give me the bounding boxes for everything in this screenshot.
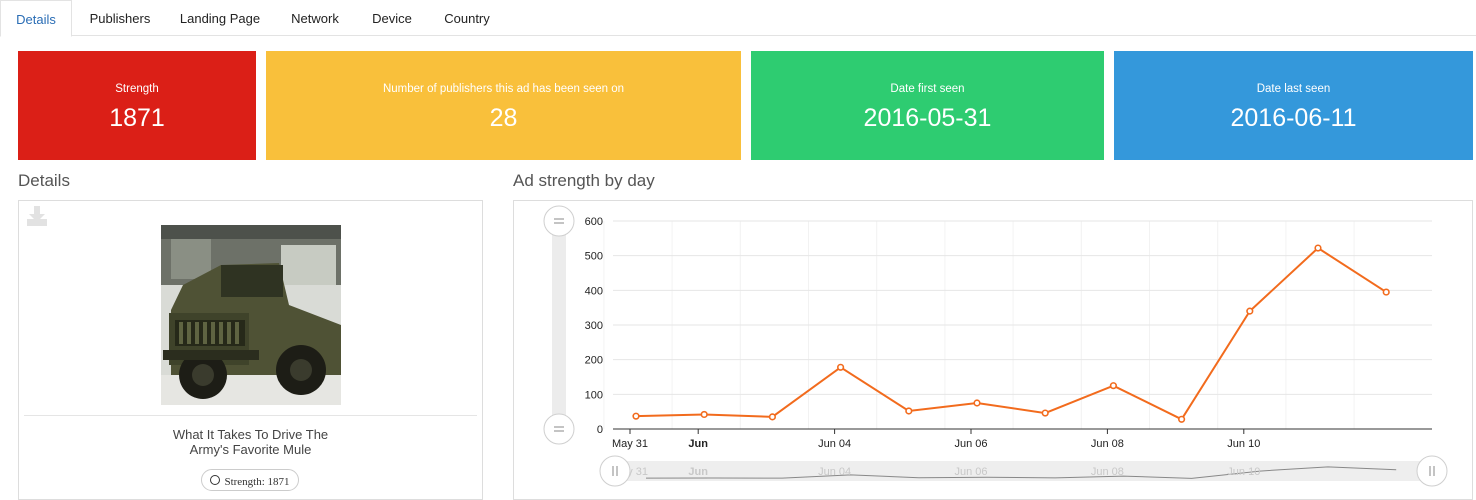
tab-bar: Details Publishers Landing Page Network … bbox=[0, 0, 1476, 37]
y-tick-label: 200 bbox=[585, 355, 603, 367]
details-section-title: Details bbox=[18, 171, 70, 190]
x-tick-label: Jun 06 bbox=[954, 438, 987, 450]
y-range-track bbox=[552, 221, 566, 431]
tab-landing-page[interactable]: Landing Page bbox=[179, 11, 261, 26]
data-point bbox=[1177, 415, 1186, 423]
strength-badge-text: Strength: 1871 bbox=[224, 476, 290, 488]
data-point bbox=[973, 399, 981, 407]
tab-publishers[interactable]: Publishers bbox=[89, 11, 151, 26]
strength-badge: Strength: 1871 bbox=[201, 469, 299, 491]
tab-device[interactable]: Device bbox=[372, 11, 412, 26]
navigator-handle[interactable] bbox=[599, 455, 631, 487]
y-range-handle bbox=[543, 205, 575, 237]
y-tick-label: 400 bbox=[585, 285, 603, 297]
tab-network[interactable]: Network bbox=[291, 11, 339, 26]
x-tick-label: Jun 10 bbox=[1227, 438, 1260, 450]
last-seen-label: Date last seen bbox=[1256, 83, 1331, 95]
ad-title[interactable]: What It Takes To Drive The Army's Favori… bbox=[19, 427, 482, 457]
data-point bbox=[632, 412, 640, 420]
chart-panel: 0 100 200 300 400 500 600 May 31 Jun Jun 04 Jun 06… bbox=[513, 200, 1473, 500]
series-line bbox=[635, 246, 1387, 421]
publishers-value: 28 bbox=[489, 104, 518, 132]
y-tick-label: 100 bbox=[585, 389, 603, 401]
clock-icon bbox=[210, 475, 221, 485]
first-seen-stat-box: Date first seen 2016-05-31 bbox=[751, 51, 1104, 160]
y-tick-label: 300 bbox=[585, 320, 603, 332]
strength-label: Strength bbox=[115, 83, 159, 95]
download-icon[interactable] bbox=[25, 204, 49, 228]
ad-title-line-2: Army's Favorite Mule bbox=[189, 442, 312, 457]
navigator-label: Jun 08 bbox=[1091, 466, 1124, 478]
y-tick-label: 600 bbox=[585, 216, 603, 228]
details-divider bbox=[24, 415, 477, 416]
strength-value: 1871 bbox=[109, 104, 165, 132]
data-point bbox=[1109, 382, 1118, 390]
data-point bbox=[1382, 288, 1390, 296]
navigator-label: Jun 04 bbox=[818, 466, 851, 478]
x-tick-label: Jun bbox=[688, 438, 708, 450]
publishers-stat-box: Number of publishers this ad has been se… bbox=[266, 51, 741, 160]
tab-details[interactable]: Details bbox=[0, 0, 72, 37]
navigator-label: Jun 06 bbox=[954, 466, 987, 478]
data-point bbox=[837, 363, 845, 371]
data-point bbox=[1041, 409, 1049, 417]
strength-stat-box: Strength 1871 bbox=[18, 51, 256, 160]
navigator-label: Jun 10 bbox=[1227, 466, 1260, 478]
navigator-line bbox=[645, 466, 1397, 479]
x-tick-label: May 31 bbox=[612, 438, 648, 450]
first-seen-value: 2016-05-31 bbox=[863, 104, 992, 132]
x-tick-label: Jun 08 bbox=[1091, 438, 1124, 450]
y-range-handle bbox=[543, 413, 575, 445]
details-panel: What It Takes To Drive The Army's Favori… bbox=[18, 200, 483, 500]
navigator-handle[interactable] bbox=[1416, 455, 1448, 487]
ad-strength-chart: 0 100 200 300 400 500 600 May 31 Jun Jun 04 Jun 06… bbox=[543, 205, 1448, 487]
navigator-label: Jun bbox=[688, 466, 708, 478]
last-seen-value: 2016-06-11 bbox=[1230, 104, 1357, 132]
x-tick-label: Jun 04 bbox=[818, 438, 851, 450]
data-point bbox=[768, 413, 776, 421]
last-seen-stat-box: Date last seen 2016-06-11 bbox=[1114, 51, 1473, 160]
data-point bbox=[1314, 244, 1322, 252]
chart-section-title: Ad strength by day bbox=[513, 171, 655, 190]
y-tick-label: 0 bbox=[597, 424, 603, 436]
publishers-label: Number of publishers this ad has been se… bbox=[382, 83, 624, 95]
first-seen-label: Date first seen bbox=[890, 83, 965, 95]
tab-country[interactable]: Country bbox=[444, 11, 490, 26]
data-point bbox=[905, 407, 913, 415]
y-tick-label: 500 bbox=[585, 251, 603, 263]
ad-image[interactable] bbox=[161, 225, 341, 405]
ad-title-line-1: What It Takes To Drive The bbox=[172, 427, 329, 442]
data-point bbox=[1246, 307, 1254, 315]
data-point bbox=[700, 410, 708, 419]
